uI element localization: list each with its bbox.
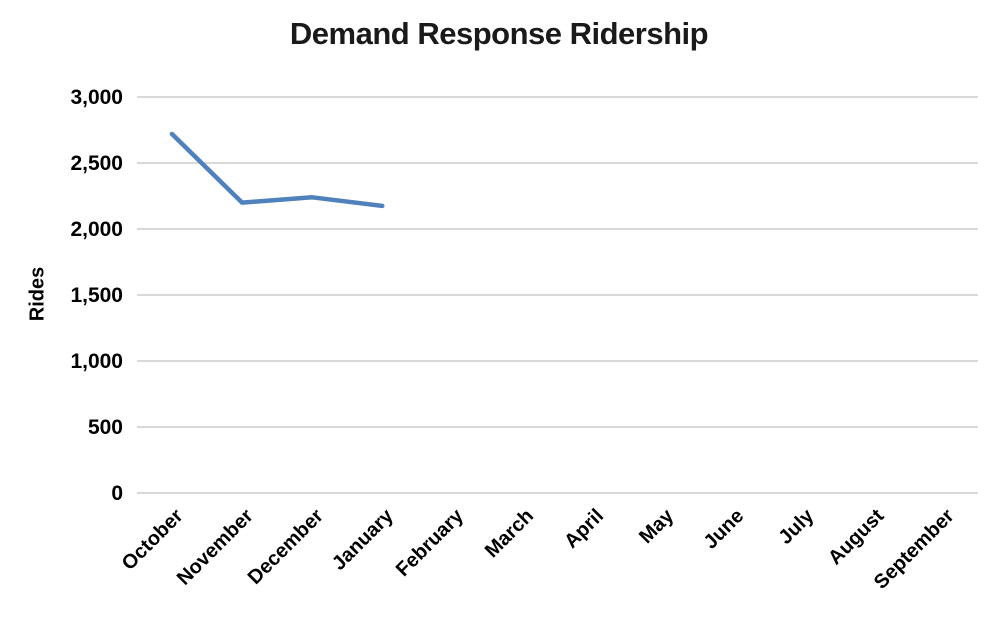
x-axis-label: March	[481, 505, 538, 562]
x-axis-label: August	[824, 505, 889, 570]
y-tick-label: 1,500	[70, 284, 123, 307]
x-axis-label: July	[774, 504, 818, 548]
x-axis-label: January	[328, 504, 398, 574]
y-tick-labels-group: 0 500 1,000 1,500 2,000 2,500 3,000	[70, 86, 123, 505]
x-axis-label: April	[560, 505, 608, 553]
y-tick-label: 2,500	[70, 152, 123, 175]
chart-title: Demand Response Ridership	[289, 16, 709, 51]
x-axis-label: November	[173, 505, 258, 590]
x-axis-label: February	[392, 504, 469, 581]
y-tick-label: 0	[111, 482, 123, 505]
x-axis-label: October	[118, 505, 188, 575]
y-tick-label: 1,000	[70, 350, 123, 373]
series-lines-group	[169, 131, 385, 209]
x-axis-label: December	[244, 505, 328, 589]
x-axis-label: June	[700, 505, 749, 554]
y-tick-label: 2,000	[70, 218, 123, 241]
gridlines-group	[137, 96, 978, 494]
x-axis-label: May	[635, 504, 679, 548]
y-tick-label: 3,000	[70, 86, 123, 109]
series-line	[169, 131, 385, 209]
y-tick-label: 500	[88, 416, 123, 439]
